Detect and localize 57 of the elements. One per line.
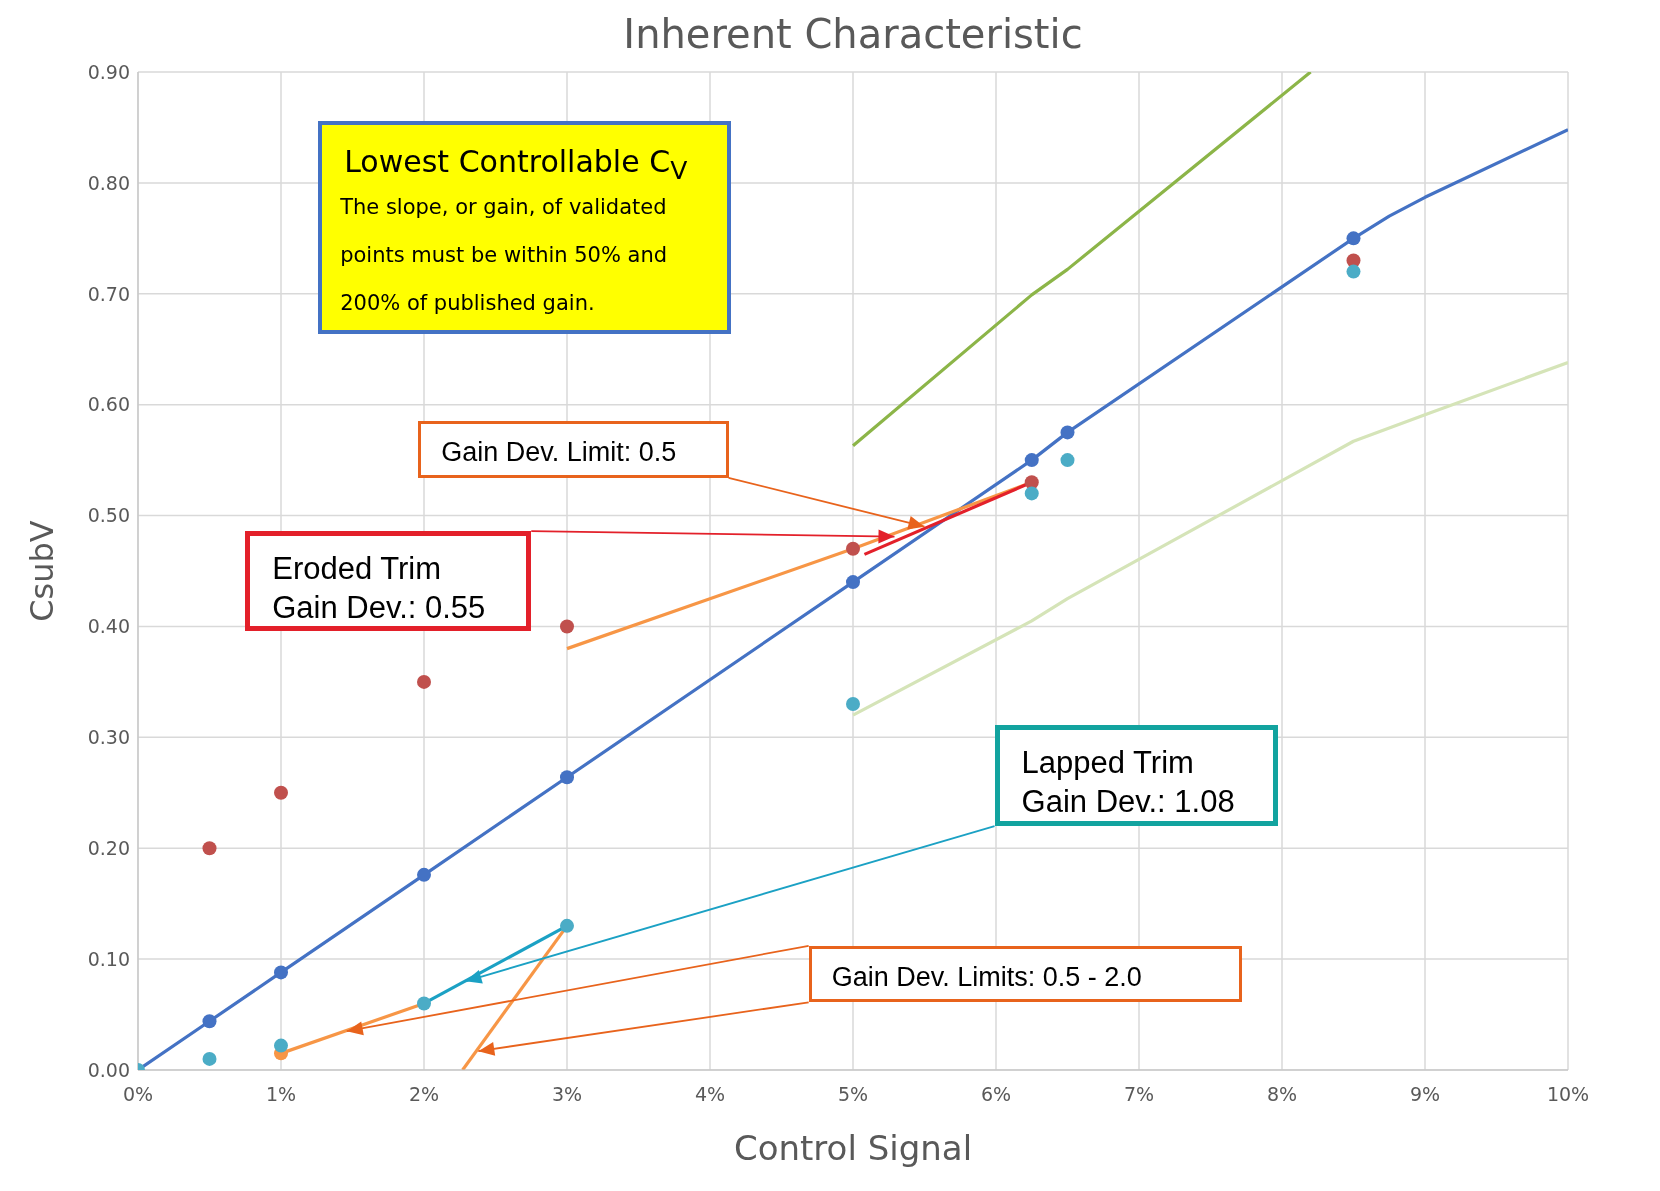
point bbox=[846, 575, 860, 590]
y-tick-label: 0.00 bbox=[87, 1058, 130, 1081]
y-tick-label: 0.30 bbox=[87, 726, 130, 749]
x-tick-label: 2% bbox=[408, 1083, 440, 1106]
y-tick-label: 0.10 bbox=[87, 947, 130, 970]
x-tick-label: 7% bbox=[1123, 1083, 1155, 1106]
point bbox=[1024, 453, 1039, 468]
y-axis-title: CsubV bbox=[23, 520, 62, 622]
point bbox=[417, 674, 431, 689]
x-axis-title: Control Signal bbox=[733, 1128, 973, 1168]
x-tick-label: 5% bbox=[837, 1083, 869, 1106]
text-box: Gain Dev. Limit: 0.5 bbox=[418, 421, 729, 478]
line-series bbox=[851, 360, 1568, 717]
annotation: Gain Dev. Limit: 0.5 bbox=[441, 437, 677, 468]
text-box: Gain Dev. Limits: 0.5 - 2.0 bbox=[808, 945, 1242, 1003]
x-tick-label: 8% bbox=[1266, 1083, 1298, 1106]
x-tick-label: 1% bbox=[265, 1083, 297, 1106]
point bbox=[1346, 231, 1361, 246]
point bbox=[1060, 425, 1075, 440]
x-tick-label: 0% bbox=[122, 1083, 154, 1106]
y-tick-label: 0.90 bbox=[87, 60, 130, 83]
point bbox=[417, 867, 431, 882]
point bbox=[274, 1038, 288, 1053]
annotation: The slope, or gain, of validated points must be within 50% and 200% of published gain. bbox=[340, 194, 668, 316]
x-tick-label: 6% bbox=[980, 1083, 1012, 1106]
y-tick-label: 0.50 bbox=[87, 504, 130, 527]
x-tick-label: 10% bbox=[1546, 1083, 1590, 1106]
text-box: Lapped Trim Gain Dev.: 1.08 bbox=[994, 725, 1278, 827]
chart-title: Inherent Characteristic bbox=[622, 10, 1084, 59]
text-box: Eroded Trim Gain Dev.: 0.55 bbox=[245, 531, 532, 631]
point bbox=[274, 965, 288, 980]
y-tick-label: 0.60 bbox=[87, 393, 130, 416]
point bbox=[1024, 486, 1039, 501]
line-series bbox=[851, 72, 1313, 448]
point bbox=[560, 918, 574, 933]
point bbox=[560, 770, 574, 785]
point bbox=[560, 619, 574, 634]
point bbox=[1346, 264, 1361, 279]
y-tick-label: 0.70 bbox=[87, 282, 130, 305]
x-tick-label: 4% bbox=[694, 1083, 726, 1106]
point bbox=[202, 1014, 217, 1029]
point bbox=[202, 841, 217, 856]
point bbox=[846, 697, 860, 712]
annotation: Lowest Controllable C$_{V}$ bbox=[344, 143, 688, 185]
point bbox=[274, 785, 288, 800]
y-tick-label: 0.40 bbox=[87, 615, 130, 638]
y-tick-label: 0.80 bbox=[87, 171, 130, 194]
point bbox=[417, 996, 431, 1011]
point bbox=[846, 541, 860, 556]
x-tick-label: 3% bbox=[551, 1083, 583, 1106]
annotation: Eroded Trim Gain Dev.: 0.55 bbox=[272, 551, 486, 625]
point bbox=[1060, 453, 1075, 468]
annotation: Lapped Trim Gain Dev.: 1.08 bbox=[1021, 745, 1235, 819]
point bbox=[202, 1051, 217, 1066]
x-tick-label: 9% bbox=[1409, 1083, 1441, 1106]
annotation: Gain Dev. Limits: 0.5 - 2.0 bbox=[831, 961, 1142, 992]
y-tick-label: 0.20 bbox=[87, 836, 130, 859]
